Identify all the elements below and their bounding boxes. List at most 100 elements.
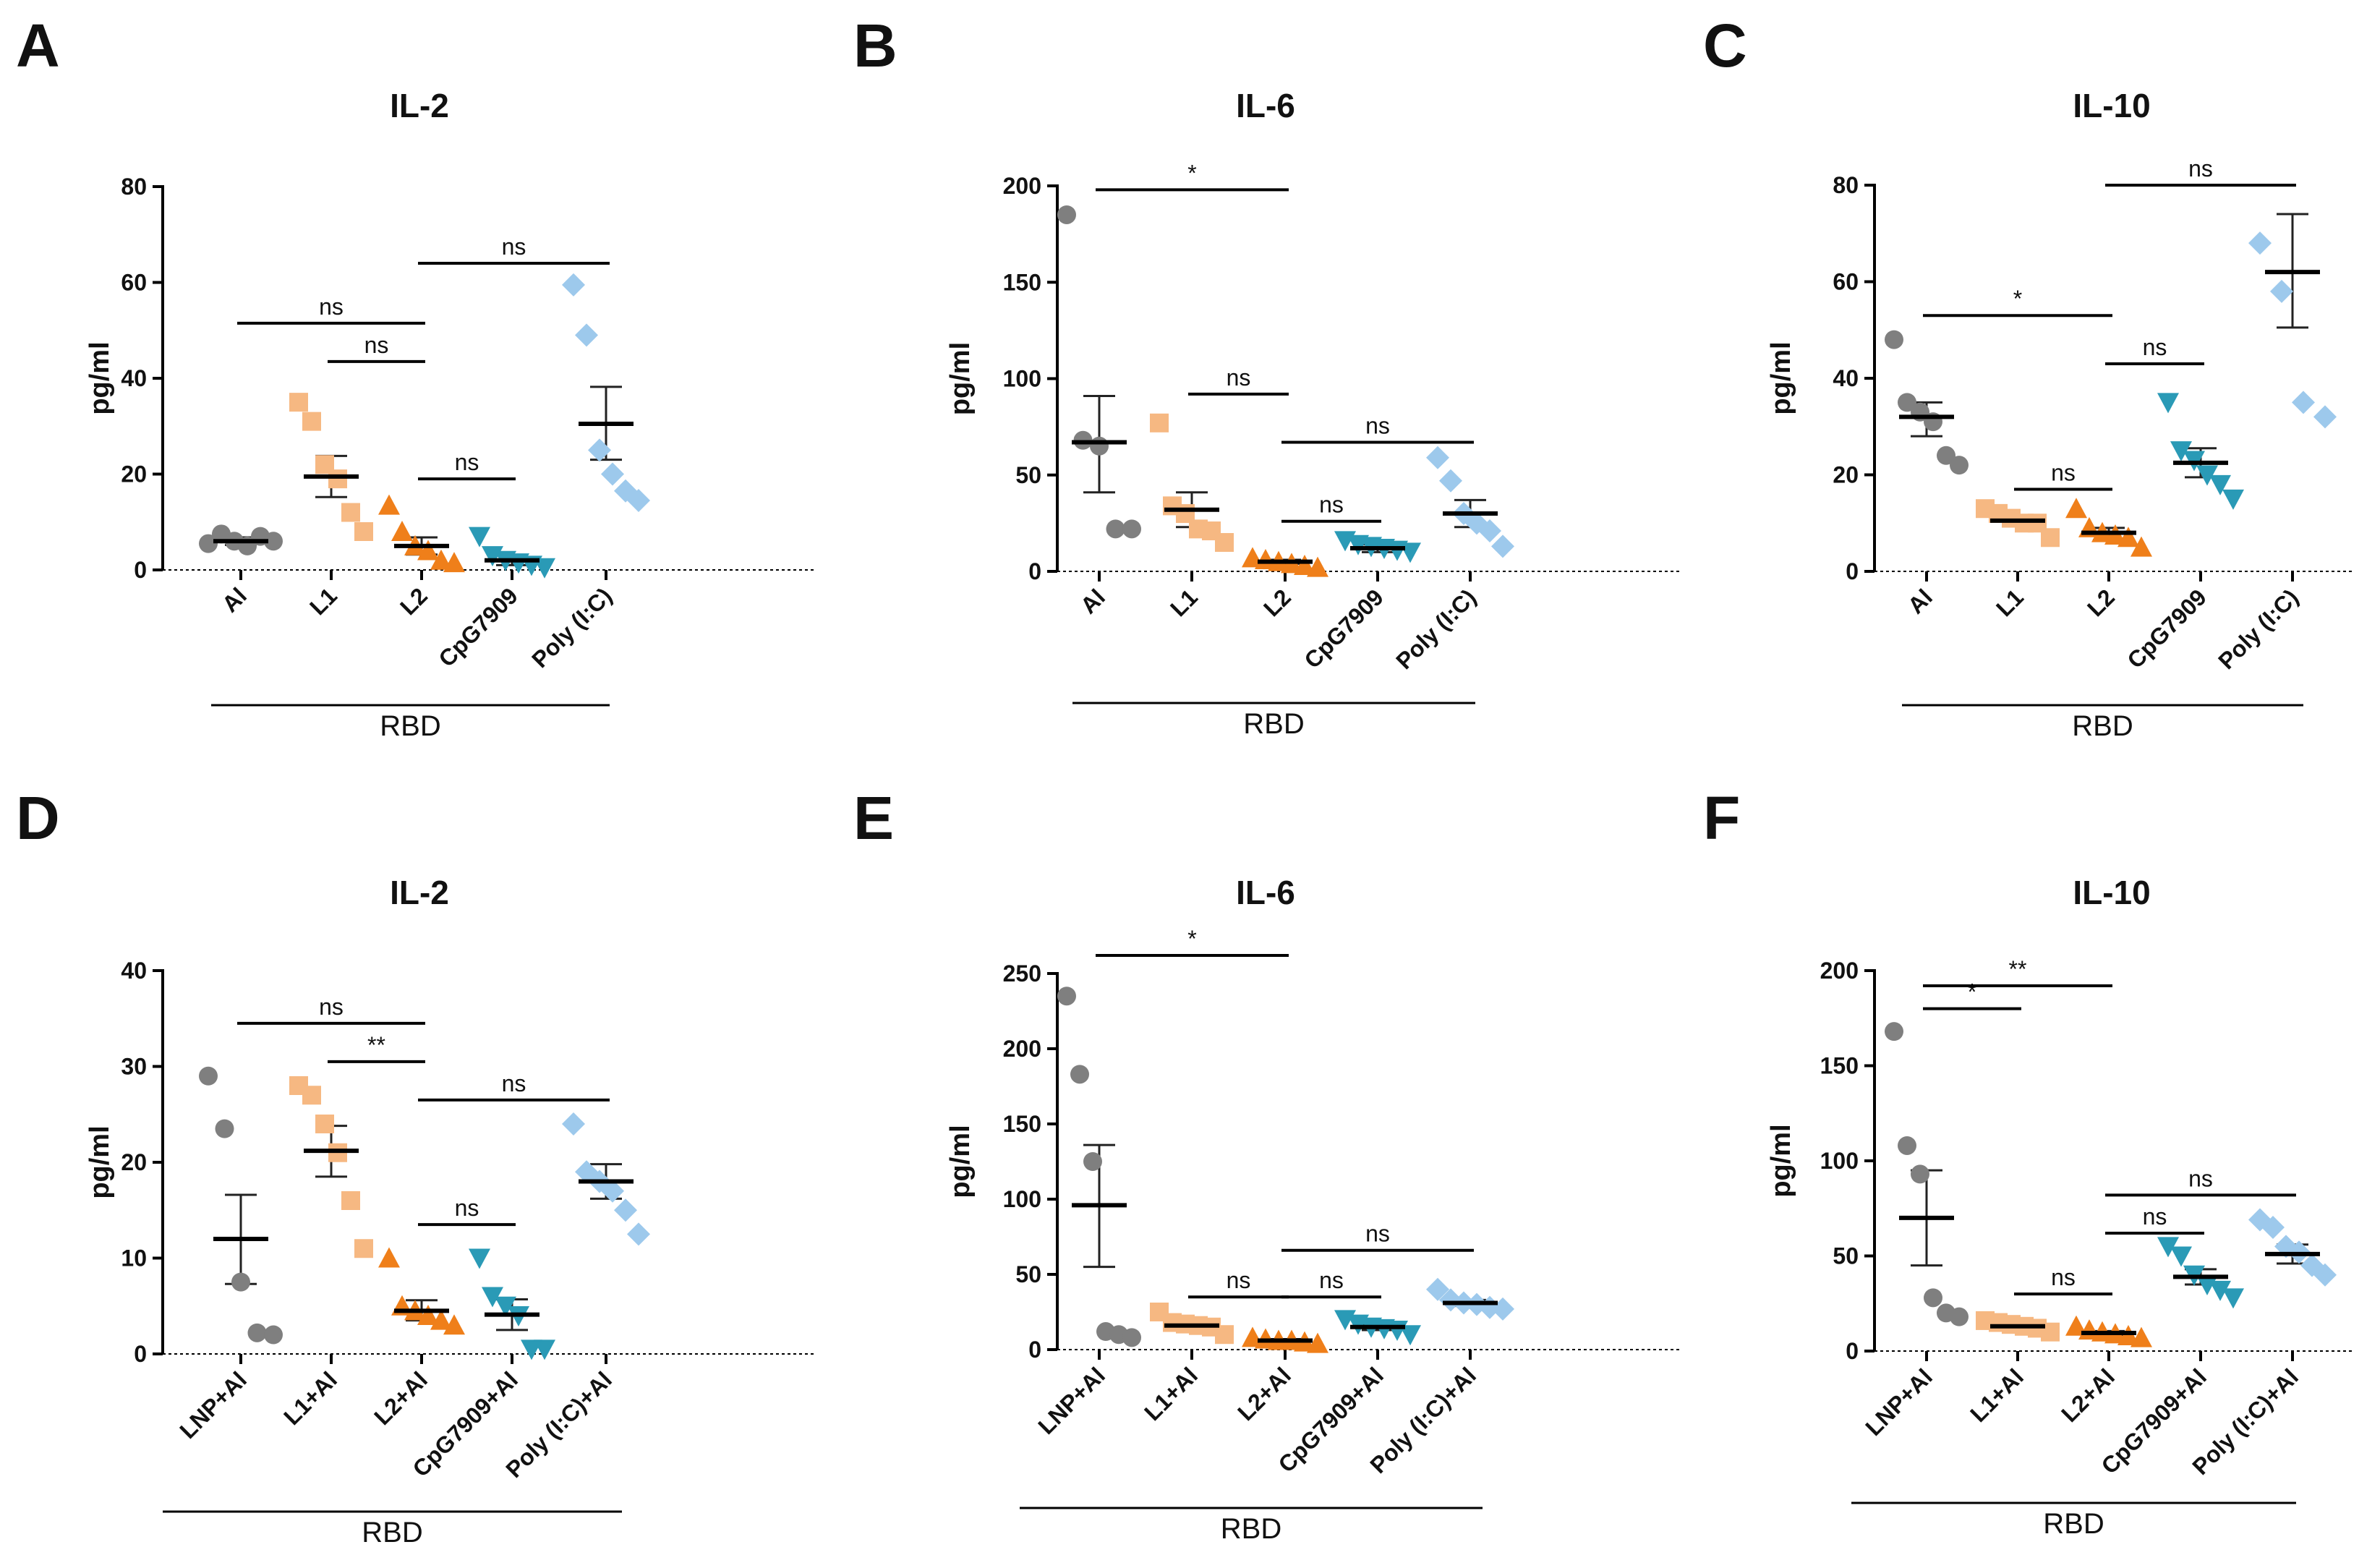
data-point (469, 527, 490, 548)
data-point (2041, 528, 2060, 548)
data-point (2170, 1246, 2192, 1267)
data-point (2270, 279, 2293, 303)
series-2 (1150, 1303, 1234, 1345)
series-2 (289, 1076, 373, 1258)
data-point (601, 1179, 624, 1203)
data-point (2157, 393, 2179, 414)
significance-label: ns (502, 234, 526, 260)
significance-label: ns (1227, 1267, 1251, 1293)
data-point (1924, 1288, 1942, 1308)
significance-label: ns (2188, 1165, 2213, 1191)
chart-title: IL-2 (390, 87, 449, 124)
y-tick-label: 150 (1003, 1111, 1041, 1137)
series-2 (289, 393, 373, 541)
data-point (1215, 533, 1234, 553)
y-tick-label: 20 (121, 1149, 147, 1175)
significance-label: ns (1227, 365, 1251, 391)
significance-label: ns (319, 994, 344, 1020)
data-point (2313, 1263, 2337, 1287)
panel-letter: E (853, 784, 894, 852)
y-tick-label: 0 (1846, 558, 1859, 584)
y-tick-label: 100 (1003, 1186, 1041, 1212)
data-point (601, 462, 624, 486)
data-point (378, 494, 400, 515)
data-point (2248, 231, 2272, 255)
data-point (534, 558, 555, 579)
y-tick-label: 80 (121, 174, 147, 200)
y-tick-label: 80 (1833, 172, 1859, 198)
data-point (354, 1239, 373, 1258)
series-3 (2065, 1315, 2152, 1347)
series-5 (2248, 213, 2337, 429)
series-2 (1976, 1311, 2060, 1342)
x-tick-label: L1+Al (278, 1366, 342, 1430)
y-tick-label: 20 (121, 461, 147, 487)
data-point (2222, 489, 2244, 510)
data-point (1426, 446, 1449, 469)
data-point (315, 1115, 334, 1133)
data-point (264, 1325, 283, 1345)
data-point (1307, 1332, 1328, 1353)
significance-label: ns (1319, 1267, 1344, 1293)
series-1 (199, 1066, 283, 1345)
significance-label: ns (2188, 156, 2213, 182)
panel-b: B IL-6 pg/ml 0 50 100 150 200 Al L1 L2 CpG7909 Poly … (853, 12, 1681, 740)
series-1 (1885, 330, 1969, 475)
data-point (562, 1112, 585, 1136)
panel-letter: D (16, 784, 60, 852)
series-4 (469, 1248, 555, 1360)
y-tick-label: 100 (1820, 1148, 1859, 1174)
data-point (495, 1296, 516, 1317)
data-point (1911, 1164, 1929, 1184)
data-point (430, 549, 452, 570)
significance-label: ns (1365, 412, 1390, 438)
data-point (2131, 536, 2152, 557)
data-point (430, 1309, 452, 1330)
data-point (328, 469, 347, 489)
data-point (562, 273, 585, 297)
y-axis-label: pg/ml (85, 341, 115, 414)
data-point (1898, 393, 1916, 412)
data-point (341, 1191, 360, 1210)
data-point (2196, 465, 2218, 486)
y-tick-label: 50 (1015, 462, 1041, 488)
y-tick-label: 50 (1833, 1243, 1859, 1269)
y-tick-label: 40 (1833, 365, 1859, 391)
panel-letter: C (1703, 12, 1747, 80)
data-point (1083, 1152, 1102, 1171)
data-point (2209, 474, 2231, 495)
data-point (2209, 1280, 2231, 1301)
data-point (1898, 1136, 1916, 1155)
chart-title: IL-2 (390, 874, 449, 911)
series-4 (2157, 393, 2244, 510)
data-point (1439, 469, 1462, 493)
significance-label: ns (502, 1070, 526, 1096)
data-point (1122, 1328, 1141, 1347)
data-point (588, 438, 611, 462)
data-point (1070, 1065, 1089, 1084)
data-point (1950, 1307, 1969, 1326)
data-point (2131, 1326, 2152, 1347)
x-tick-label: L2 (395, 582, 432, 620)
x-tick-label: CpG7909 (433, 582, 523, 672)
data-point (2261, 1216, 2285, 1240)
data-point (1950, 456, 1969, 475)
data-point (2157, 1237, 2179, 1258)
data-point (1215, 1325, 1234, 1345)
group-label: RBD (362, 1517, 422, 1548)
data-point (1491, 534, 1514, 558)
data-point (2065, 1315, 2087, 1336)
x-tick-label: LNP+Al (1033, 1362, 1110, 1439)
series-1 (199, 524, 283, 555)
data-point (247, 1323, 267, 1342)
data-point (2196, 1274, 2218, 1295)
data-point (1106, 519, 1125, 539)
y-tick-label: 200 (1820, 958, 1859, 984)
y-tick-label: 20 (1833, 462, 1859, 488)
series-1 (1885, 1022, 1969, 1326)
data-point (1150, 413, 1169, 433)
y-tick-label: 10 (121, 1245, 147, 1271)
panel-e: E IL-6 pg/ml 0 50 100 150 200 250 LNP+Al L1+Al L2+A… (853, 784, 1681, 1545)
data-point (215, 1119, 234, 1138)
